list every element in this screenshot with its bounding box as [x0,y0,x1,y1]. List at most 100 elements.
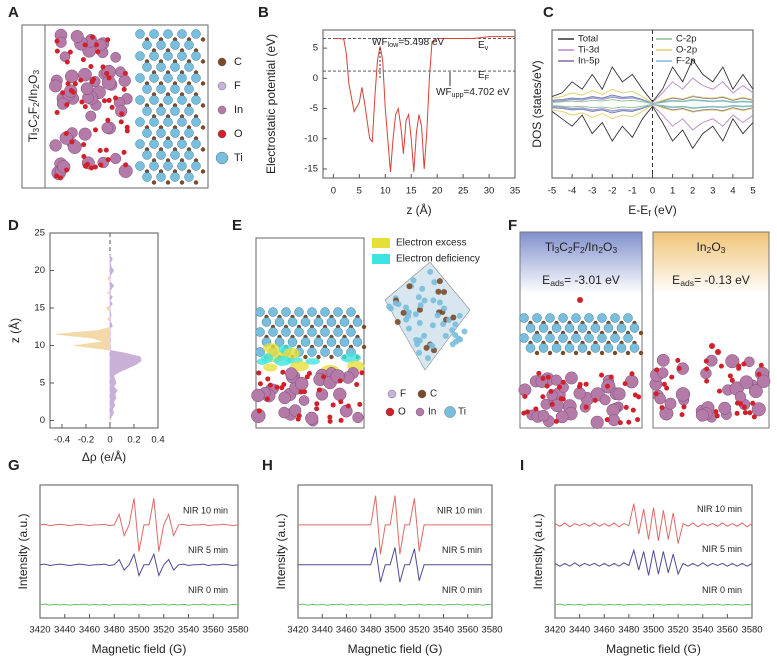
atom [124,124,130,130]
atom [346,327,356,337]
atom [346,307,356,317]
atom [429,322,436,329]
density-blob [263,363,278,372]
text-part: low [388,40,400,49]
y-tick-label: -15 [304,163,318,174]
legend-atom [387,389,397,399]
atom [177,117,187,127]
atom [142,172,152,182]
panel-label: B [258,4,269,21]
atom [675,357,681,363]
atom [64,69,79,84]
atom [748,384,763,399]
atom [67,49,73,55]
legend-label: O-2p [676,45,697,56]
atom [419,285,426,292]
atom [603,343,614,353]
atom [583,404,589,410]
atom [713,409,719,415]
atom [321,374,327,380]
x-tick-label: 3420 [29,625,50,636]
x-tick-label: 15 [406,186,417,197]
x-tick-label: 3460 [336,625,357,636]
atom [610,333,620,343]
annotation: EF [478,70,490,82]
atom [623,313,633,323]
atom [184,172,194,182]
atom [93,127,99,133]
atom [456,312,463,319]
atom [98,162,104,168]
x-tick-label: 3440 [312,625,333,636]
atom [135,117,145,127]
legend-label: Total [578,34,598,45]
text-part: = -0.13 eV [694,273,750,287]
x-tick-label: 0 [650,186,655,197]
series-label: NIR 10 min [437,505,482,515]
atom [577,323,588,333]
atom [264,396,270,402]
atom [750,400,756,406]
legend-label: C-2p [676,34,697,45]
atom [142,106,152,116]
atom [337,378,343,384]
atom [718,401,732,415]
legend-atom [217,57,227,67]
series-label: NIR 10 min [183,505,228,515]
atom [751,402,766,417]
atom [265,376,271,382]
atom [656,353,670,367]
atom [65,81,71,87]
atom [314,401,320,407]
legend-atom [217,129,227,139]
text-part: 3 [612,245,617,255]
atom [635,417,641,423]
y-axis-label: Intensity (a.u.) [531,513,545,589]
y-axis-label: Intensity (a.u.) [16,513,30,589]
legend-label: Ti-3d [578,45,599,56]
atom [54,110,60,116]
atom [605,383,611,389]
atom [255,307,265,317]
atom [64,102,70,108]
y-tick-label: 20 [34,265,45,276]
x-tick-label: 3520 [668,625,689,636]
atom [416,349,423,356]
atom [149,29,159,39]
atom [303,354,308,360]
series-line [551,105,754,150]
pane-frame [652,231,770,429]
panel-label: A [8,4,19,21]
atom [200,125,206,130]
atom [287,317,298,327]
atom [417,302,424,309]
atom [156,40,166,50]
atom [590,323,601,333]
text-part: = -3.01 eV [564,273,620,287]
density-blob [263,343,279,353]
text-part: E [478,40,485,51]
y-tick-label: 5 [40,378,45,389]
atom [278,391,292,405]
series-label: NIR 0 min [702,585,742,595]
atom [597,333,607,343]
legend-atom [217,81,227,91]
atom [734,410,740,416]
atom [357,401,363,407]
pane-header [653,232,769,294]
atom [352,337,363,347]
atom [400,309,407,316]
atom [525,343,536,353]
legend-label: O [234,128,243,140]
atom [296,413,302,419]
atom [638,330,644,336]
atom [149,95,159,105]
atom [715,349,721,355]
x-tick-label: 3440 [54,625,75,636]
legend-label: F [400,389,406,400]
atom [583,381,589,387]
atom [135,139,145,149]
atom [592,397,598,403]
x-tick-label: 20 [432,186,443,197]
atom [49,139,62,152]
